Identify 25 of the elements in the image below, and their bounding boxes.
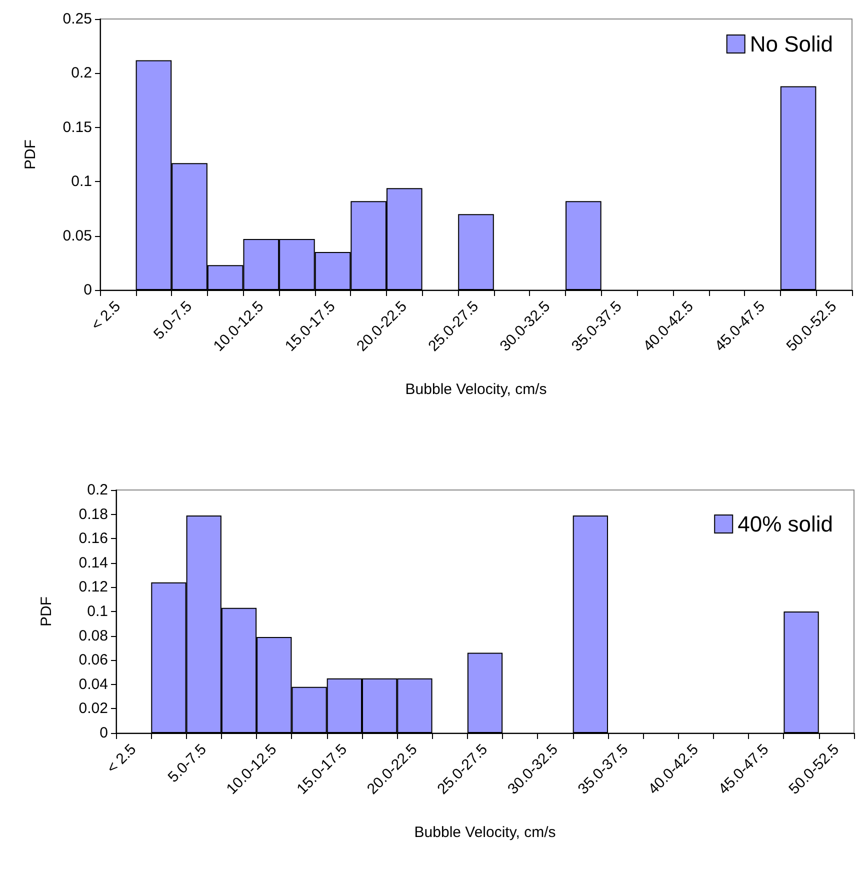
legend-label: No Solid: [750, 32, 833, 56]
y-tick-label: 0.2: [71, 64, 92, 82]
y-tick-label: 0.14: [78, 554, 108, 572]
y-axis-title: PDF: [38, 596, 55, 626]
y-tick-label: 0.02: [78, 700, 108, 718]
y-tick-label: 0.16: [78, 530, 108, 548]
legend-label: 40% solid: [738, 512, 833, 536]
y-tick-label: 0.1: [87, 603, 108, 620]
x-axis-title: Bubble Velocity, cm/s: [414, 824, 556, 841]
y-tick-label: 0.06: [78, 652, 108, 669]
y-tick-label: 0.04: [78, 676, 108, 693]
y-tick-label: 0: [84, 282, 92, 298]
y-tick-label: 0.1: [71, 173, 92, 190]
x-tick-label: < 2.5: [88, 298, 124, 334]
y-tick-label: 0.12: [78, 578, 108, 596]
y-tick-label: 0.2: [87, 482, 108, 498]
y-axis-title: PDF: [22, 140, 39, 170]
y-tick-label: 0.08: [78, 627, 108, 644]
y-tick-label: 0.05: [62, 227, 92, 244]
x-tick-label: < 2.5: [104, 740, 140, 777]
y-tick-label: 0.15: [62, 118, 92, 136]
x-axis-title: Bubble Velocity, cm/s: [405, 381, 547, 398]
y-tick-label: 0.18: [78, 506, 108, 523]
y-tick-label: 0.25: [62, 10, 92, 28]
y-tick-label: 0: [100, 724, 108, 742]
